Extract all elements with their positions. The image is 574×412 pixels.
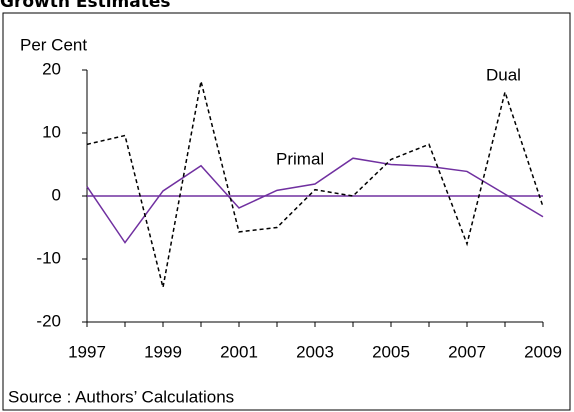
series-label: Primal	[276, 149, 324, 168]
x-tick-label: 2009	[524, 342, 562, 361]
chart-title: Growth Estimates	[0, 0, 171, 12]
series-label: Dual	[486, 65, 521, 84]
y-tick-label: 0	[52, 185, 61, 204]
x-tick-label: 2001	[220, 342, 258, 361]
y-tick-label: -20	[36, 311, 61, 330]
x-tick-label: 2003	[296, 342, 334, 361]
x-tick-label: 1997	[68, 342, 106, 361]
chart-frame	[2, 12, 571, 411]
y-tick-label: -10	[36, 248, 61, 267]
y-tick-label: 20	[42, 59, 61, 78]
y-axis-label: Per Cent	[20, 35, 87, 54]
series-line	[86, 157, 544, 244]
x-tick-label: 2007	[448, 342, 486, 361]
x-tick-label: 2005	[372, 342, 410, 361]
x-tick-label: 1999	[144, 342, 182, 361]
source-note: Source : Authors’ Calculations	[8, 387, 234, 406]
y-tick-label: 10	[42, 122, 61, 141]
series-line	[86, 81, 544, 288]
